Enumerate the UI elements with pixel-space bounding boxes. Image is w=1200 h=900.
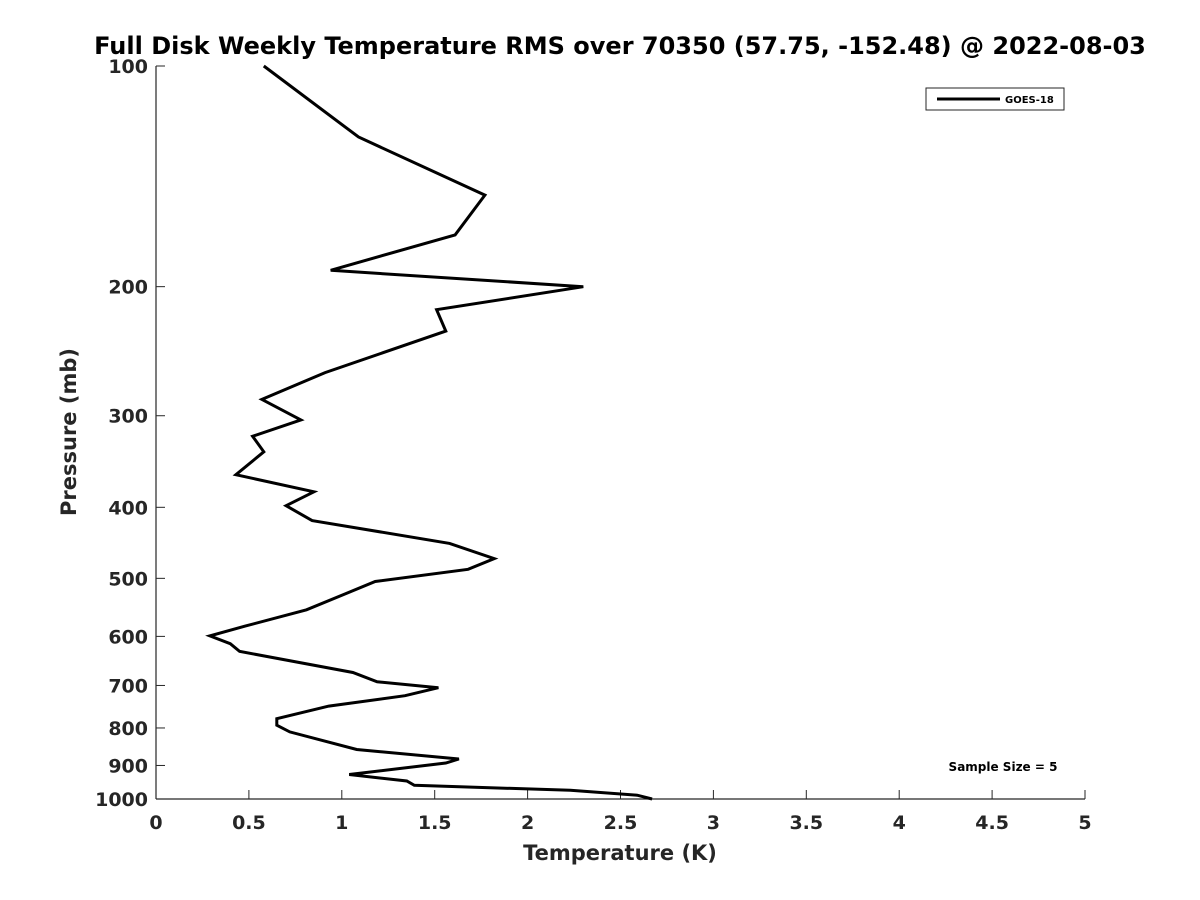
y-tick-label: 1000 — [95, 789, 148, 811]
y-tick-label: 300 — [108, 406, 148, 428]
plot-area — [156, 66, 1085, 799]
x-tick-label: 2 — [521, 812, 534, 834]
y-tick-label: 100 — [108, 56, 148, 78]
x-axis-ticks: 0 0.5 1 1.5 2 2.5 3 3.5 4 4.5 5 — [149, 790, 1092, 834]
x-axis-label: Temperature (K) — [523, 841, 717, 865]
x-tick-label: 4.5 — [975, 812, 1009, 834]
legend-label: GOES-18 — [1005, 95, 1054, 106]
y-tick-label: 800 — [108, 718, 148, 740]
series-line-0 — [205, 64, 653, 801]
series-layer — [205, 64, 653, 801]
x-tick-label: 3.5 — [789, 812, 823, 834]
x-tick-label: 0.5 — [232, 812, 266, 834]
y-tick-label: 900 — [108, 755, 148, 777]
x-tick-label: 2.5 — [604, 812, 638, 834]
y-tick-label: 600 — [108, 626, 148, 648]
sample-size-annotation: Sample Size = 5 — [949, 760, 1058, 774]
x-tick-label: 5 — [1078, 812, 1091, 834]
x-tick-label: 3 — [707, 812, 720, 834]
y-tick-label: 200 — [108, 277, 148, 299]
x-tick-label: 1.5 — [418, 812, 452, 834]
y-tick-label: 500 — [108, 568, 148, 590]
y-tick-label: 700 — [108, 675, 148, 697]
y-axis-ticks: 100 200 300 400 500 600 700 800 900 1000 — [95, 56, 165, 811]
y-axis-label: Pressure (mb) — [57, 348, 81, 516]
x-tick-label: 0 — [149, 812, 162, 834]
y-tick-label: 400 — [108, 497, 148, 519]
legend: GOES-18 — [925, 87, 1065, 111]
x-tick-label: 1 — [335, 812, 348, 834]
chart-title: Full Disk Weekly Temperature RMS over 70… — [94, 32, 1146, 60]
x-tick-label: 4 — [893, 812, 906, 834]
